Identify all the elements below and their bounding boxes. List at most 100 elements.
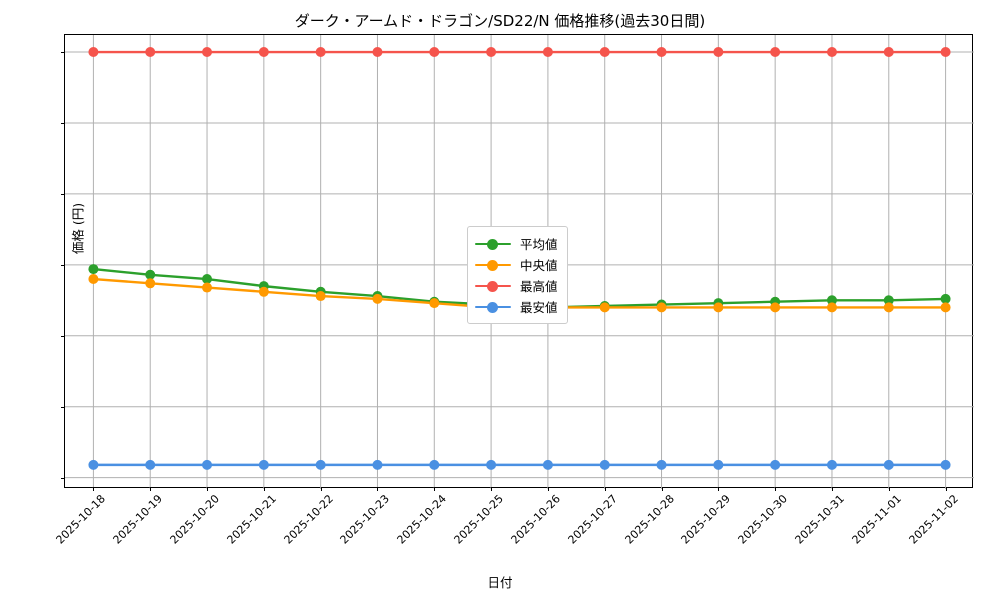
y-tick-mark	[61, 193, 65, 195]
plot-area: 価格 (円) 050100150200250300	[61, 34, 974, 491]
y-tick-mark	[61, 52, 65, 54]
y-tick-mark	[61, 477, 65, 479]
series-data-point	[599, 302, 610, 313]
series-data-point	[883, 459, 894, 470]
series-data-point	[770, 47, 781, 58]
x-tick-label: 2025-10-18	[53, 492, 109, 547]
series-data-point	[88, 459, 99, 470]
series-data-point	[713, 47, 724, 58]
series-data-point	[940, 302, 951, 313]
series-data-point	[88, 274, 99, 285]
series-data-point	[883, 47, 894, 58]
x-tick-label: 2025-10-31	[792, 492, 847, 547]
legend-marker-icon	[487, 238, 498, 250]
x-tick-label: 2025-10-29	[678, 492, 734, 547]
y-tick-mark	[61, 406, 65, 408]
series-data-point	[88, 47, 99, 58]
series-data-point	[656, 47, 667, 58]
series-data-point	[713, 302, 724, 313]
series-data-point	[145, 459, 156, 470]
chart-legend: 平均値 中央値 最高値 最安値	[467, 226, 568, 324]
series-data-point	[145, 269, 156, 280]
x-tick-mark	[263, 487, 265, 491]
series-data-point	[429, 298, 440, 309]
series-data-point	[315, 47, 326, 58]
series-data-point	[940, 459, 951, 470]
legend-item: 中央値	[475, 254, 558, 275]
series-data-point	[826, 302, 837, 313]
series-data-point	[372, 293, 383, 304]
series-data-point	[429, 47, 440, 58]
legend-swatch-icon	[475, 258, 511, 272]
series-data-point	[315, 291, 326, 302]
series-data-point	[826, 47, 837, 58]
series-data-point	[372, 47, 383, 58]
x-tick-label: 2025-11-01	[849, 492, 904, 547]
series-data-point	[258, 286, 269, 297]
x-tick-label: 2025-10-23	[338, 492, 393, 547]
series-data-point	[258, 47, 269, 58]
series-data-point	[883, 295, 894, 306]
x-tick-mark	[207, 487, 209, 491]
x-tick-label: 2025-10-28	[622, 492, 677, 547]
series-data-point	[542, 47, 553, 58]
series-data-point	[315, 459, 326, 470]
x-axis-label: 日付	[487, 575, 513, 590]
legend-marker-icon	[487, 259, 498, 271]
legend-label: 最安値	[520, 300, 558, 315]
x-tick-label: 2025-10-20	[167, 492, 223, 547]
legend-swatch-icon	[475, 237, 511, 251]
series-data-point	[656, 459, 667, 470]
x-tick-mark	[434, 487, 436, 491]
legend-label: 平均値	[520, 237, 558, 252]
series-data-point	[599, 47, 610, 58]
legend-item: 平均値	[475, 233, 558, 254]
legend-marker-icon	[487, 301, 498, 313]
series-data-point	[145, 47, 156, 58]
series-data-point	[770, 302, 781, 313]
legend-item: 最安値	[475, 296, 558, 317]
series-data-point	[940, 47, 951, 58]
x-tick-label: 2025-10-30	[735, 492, 791, 547]
x-tick-label: 2025-11-02	[906, 492, 961, 547]
series-data-point	[145, 278, 156, 289]
x-tick-label: 2025-10-25	[451, 492, 507, 547]
x-tick-mark	[93, 487, 95, 491]
series-data-point	[656, 302, 667, 313]
x-tick-label: 2025-10-19	[110, 492, 166, 547]
series-data-point	[486, 459, 497, 470]
y-tick-mark	[61, 264, 65, 266]
y-tick-mark	[61, 335, 65, 337]
x-tick-label: 2025-10-21	[224, 492, 279, 547]
series-data-point	[429, 459, 440, 470]
legend-swatch-icon	[475, 300, 511, 314]
series-data-point	[372, 459, 383, 470]
y-tick-mark	[61, 122, 65, 124]
series-data-point	[599, 459, 610, 470]
x-tick-mark	[831, 487, 833, 491]
series-data-point	[258, 459, 269, 470]
series-data-point	[826, 295, 837, 306]
x-tick-mark	[150, 487, 152, 491]
legend-swatch-icon	[475, 279, 511, 293]
x-tick-mark	[945, 487, 947, 491]
series-data-point	[883, 302, 894, 313]
x-tick-mark	[661, 487, 663, 491]
x-tick-label: 2025-10-26	[508, 492, 563, 547]
series-data-point	[826, 459, 837, 470]
x-tick-label: 2025-10-24	[394, 492, 450, 547]
x-tick-label: 2025-10-22	[281, 492, 336, 547]
x-tick-mark	[718, 487, 720, 491]
series-data-point	[88, 264, 99, 275]
x-tick-mark	[604, 487, 606, 491]
series-data-point	[542, 459, 553, 470]
x-tick-mark	[320, 487, 322, 491]
series-data-point	[713, 459, 724, 470]
x-tick-mark	[547, 487, 549, 491]
series-data-point	[202, 282, 213, 293]
legend-marker-icon	[487, 280, 498, 292]
x-tick-mark	[775, 487, 777, 491]
x-tick-mark	[491, 487, 493, 491]
series-data-point	[770, 459, 781, 470]
